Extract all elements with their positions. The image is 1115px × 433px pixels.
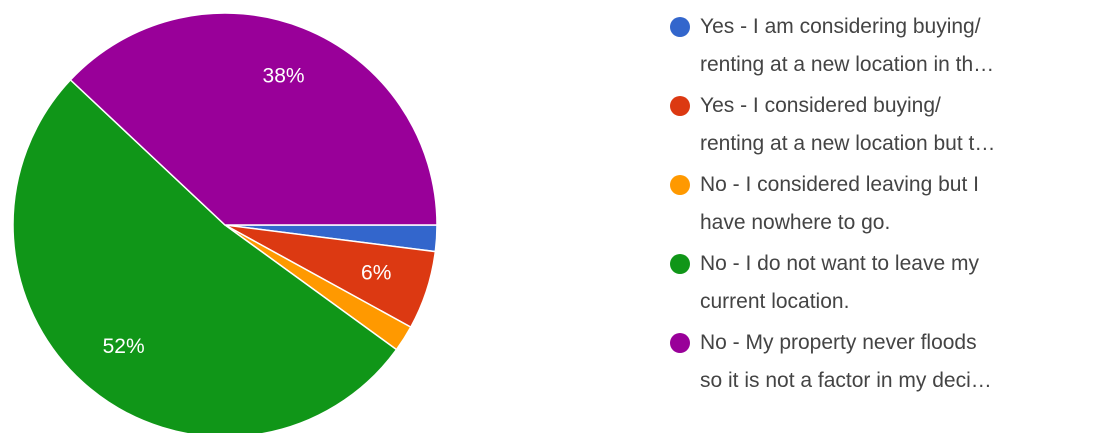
legend-swatch xyxy=(670,254,690,274)
legend-swatch xyxy=(670,175,690,195)
chart: 6% 52% 38% xyxy=(12,12,438,433)
legend-item: Yes - I am considering buying/ renting a… xyxy=(664,8,1114,87)
legend-swatch xyxy=(670,333,690,353)
slice-label: 52% xyxy=(103,335,145,358)
legend-label: No - I considered leaving but I have now… xyxy=(700,173,979,234)
slice-label: 38% xyxy=(263,65,305,88)
legend-label: No - My property never floods so it is n… xyxy=(700,331,992,392)
legend-label: No - I do not want to leave my current l… xyxy=(700,252,979,313)
legend-swatch xyxy=(670,17,690,37)
slice-label: 6% xyxy=(361,262,391,285)
pie-slice xyxy=(12,78,398,433)
legend-item: No - I considered leaving but I have now… xyxy=(664,166,1114,245)
legend-label: Yes - I am considering buying/ renting a… xyxy=(700,15,995,76)
legend-label: Yes - I considered buying/ renting at a … xyxy=(700,94,996,155)
legend-item: Yes - I considered buying/ renting at a … xyxy=(664,87,1114,166)
legend: Yes - I am considering buying/ renting a… xyxy=(664,8,1114,403)
pie-slice xyxy=(69,12,438,226)
legend-item: No - I do not want to leave my current l… xyxy=(664,245,1114,324)
legend-swatch xyxy=(670,96,690,116)
legend-item: No - My property never floods so it is n… xyxy=(664,324,1114,403)
